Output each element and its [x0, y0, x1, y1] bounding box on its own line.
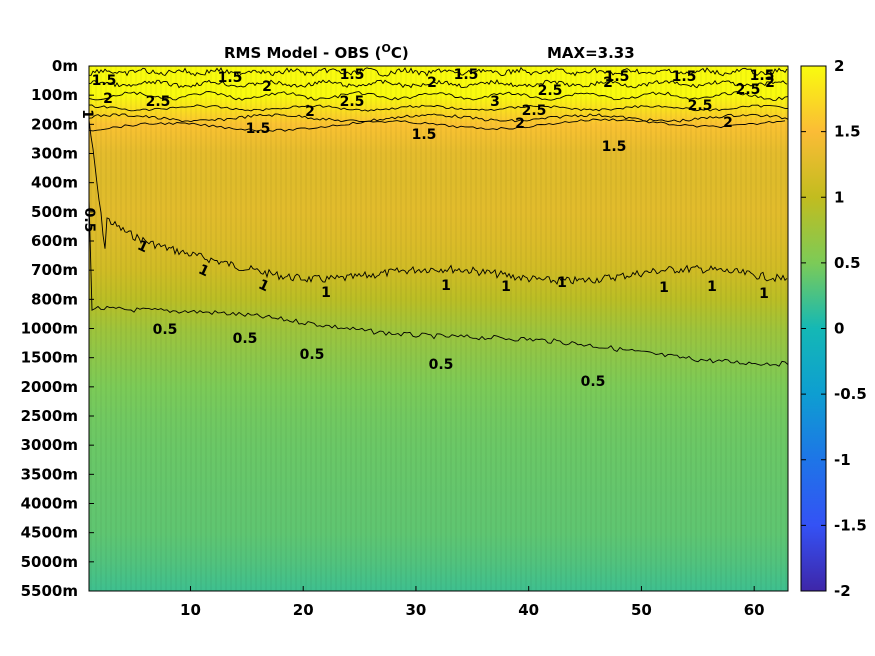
contour-label-1: 1: [321, 285, 331, 301]
contour-label-2-5: 2.5: [538, 83, 563, 99]
contour-label-2: 2: [103, 91, 113, 107]
contour-label-2: 2: [305, 104, 315, 120]
contour-label-1: 1: [501, 279, 511, 295]
chart-title: RMS Model - OBS (OC): [224, 42, 409, 62]
contour-label-0-5: 0.5: [300, 347, 325, 363]
y-tick-label-200m: 200m: [31, 115, 78, 133]
x-tick-label-10: 10: [180, 601, 201, 619]
x-axis: 10 20 30 40 50 60: [180, 586, 765, 619]
contour-label-3: 3: [490, 94, 500, 110]
max-label: MAX=3.33: [547, 44, 635, 62]
colorbar: 2 1.5 1 0.5 0 -0.5 -1 -1.5 -2: [800, 57, 867, 600]
y-tick-label-100m: 100m: [31, 86, 78, 104]
y-tick-label-3500m: 3500m: [21, 465, 78, 483]
y-tick-label-600m: 600m: [31, 232, 78, 250]
y-tick-label-4500m: 4500m: [21, 524, 78, 542]
x-tick-label-40: 40: [518, 601, 539, 619]
colorbar-tick-label-0: 0: [834, 320, 844, 338]
contour-line-0-5: [89, 198, 788, 367]
heatmap-texture: [89, 66, 788, 591]
contour-label-1: 1: [441, 278, 451, 294]
contour-line-1-5-lower: [89, 118, 786, 132]
contour-label-1-5: 1.5: [218, 70, 243, 86]
contour-label-0-5: 0.5: [153, 322, 178, 338]
contour-label-1: 1: [79, 109, 95, 119]
contour-label-1-5: 1.5: [454, 67, 479, 83]
contour-label-1-5: 1.5: [412, 127, 437, 143]
y-tick-label-300m: 300m: [31, 145, 78, 163]
y-tick-label-2500m: 2500m: [21, 407, 78, 425]
contour-label-2: 2: [515, 116, 525, 132]
y-axis: 0m 100m 200m 300m 400m 500m 600m 700m 800m 1000m 1…: [21, 57, 94, 600]
contour-label-1: 1: [759, 286, 769, 302]
contour-label-2: 2: [723, 115, 733, 131]
contour-label-2-5: 2.5: [340, 94, 365, 110]
contour-label-2-5: 2.5: [522, 103, 547, 119]
contour-label-0-5: 0.5: [429, 357, 454, 373]
contour-label-1-5: 1.5: [672, 69, 697, 85]
contour-line-2-5: [89, 104, 788, 112]
colorbar-tick-label-2: 2: [834, 57, 844, 75]
y-tick-label-4000m: 4000m: [21, 495, 78, 513]
colorbar-tick-label--0-5: -0.5: [834, 385, 867, 403]
colorbar-tick-label-1: 1: [834, 188, 844, 206]
y-tick-label-1500m: 1500m: [21, 349, 78, 367]
contour-label-2: 2: [427, 75, 437, 91]
contour-label-1-5: 1.5: [750, 68, 775, 84]
contour-line-1: [89, 119, 788, 285]
contour-label-2-5: 2.5: [146, 94, 171, 110]
y-tick-label-2000m: 2000m: [21, 378, 78, 396]
colorbar-tick-label-1-5: 1.5: [834, 123, 861, 141]
contour-label-1: 1: [707, 279, 717, 295]
contour-line-surface: [89, 66, 788, 77]
contour-line-1-5-upper: [89, 113, 788, 123]
contour-label-1-5: 1.5: [92, 73, 117, 89]
colorbar-ticks: 2 1.5 1 0.5 0 -0.5 -1 -1.5 -2: [801, 57, 867, 600]
y-tick-label-500m: 500m: [31, 203, 78, 221]
colorbar-tick-label--1-5: -1.5: [834, 516, 867, 534]
contour-label-1-5: 1.5: [246, 121, 271, 137]
contour-lines: [89, 66, 788, 367]
contour-label-1-5: 1.5: [602, 139, 627, 155]
contour-label-2-5: 2.5: [688, 98, 713, 114]
contour-label-2: 2: [262, 79, 272, 95]
x-tick-label-60: 60: [744, 601, 765, 619]
y-tick-label-0m: 0m: [52, 57, 78, 75]
contour-label-1: 1: [659, 280, 669, 296]
x-tick-label-30: 30: [406, 601, 427, 619]
contour-line-2: [89, 91, 788, 101]
contour-label-1-5: 1.5: [605, 69, 630, 85]
colorbar-tick-label--2: -2: [834, 582, 851, 600]
contour-label-1: 1: [557, 275, 567, 291]
y-tick-label-700m: 700m: [31, 261, 78, 279]
contour-label-0-5: 0.5: [581, 374, 606, 390]
x-tick-label-20: 20: [293, 601, 314, 619]
contour-label-2: 2: [765, 75, 775, 91]
contour-label-1-5: 1.5: [340, 67, 365, 83]
y-tick-label-5500m: 5500m: [21, 582, 78, 600]
contour-label-2: 2: [603, 75, 613, 91]
y-tick-label-800m: 800m: [31, 290, 78, 308]
y-tick-label-3000m: 3000m: [21, 436, 78, 454]
y-tick-label-1000m: 1000m: [21, 320, 78, 338]
contour-line-surface-2: [89, 79, 788, 89]
x-tick-label-50: 50: [631, 601, 652, 619]
contour-label-2-5: 2.5: [736, 82, 761, 98]
colorbar-tick-label-0-5: 0.5: [834, 254, 861, 272]
y-tick-label-5000m: 5000m: [21, 553, 78, 571]
y-tick-label-400m: 400m: [31, 174, 78, 192]
contour-label-0-5: 0.5: [233, 331, 258, 347]
colorbar-tick-label--1: -1: [834, 451, 851, 469]
